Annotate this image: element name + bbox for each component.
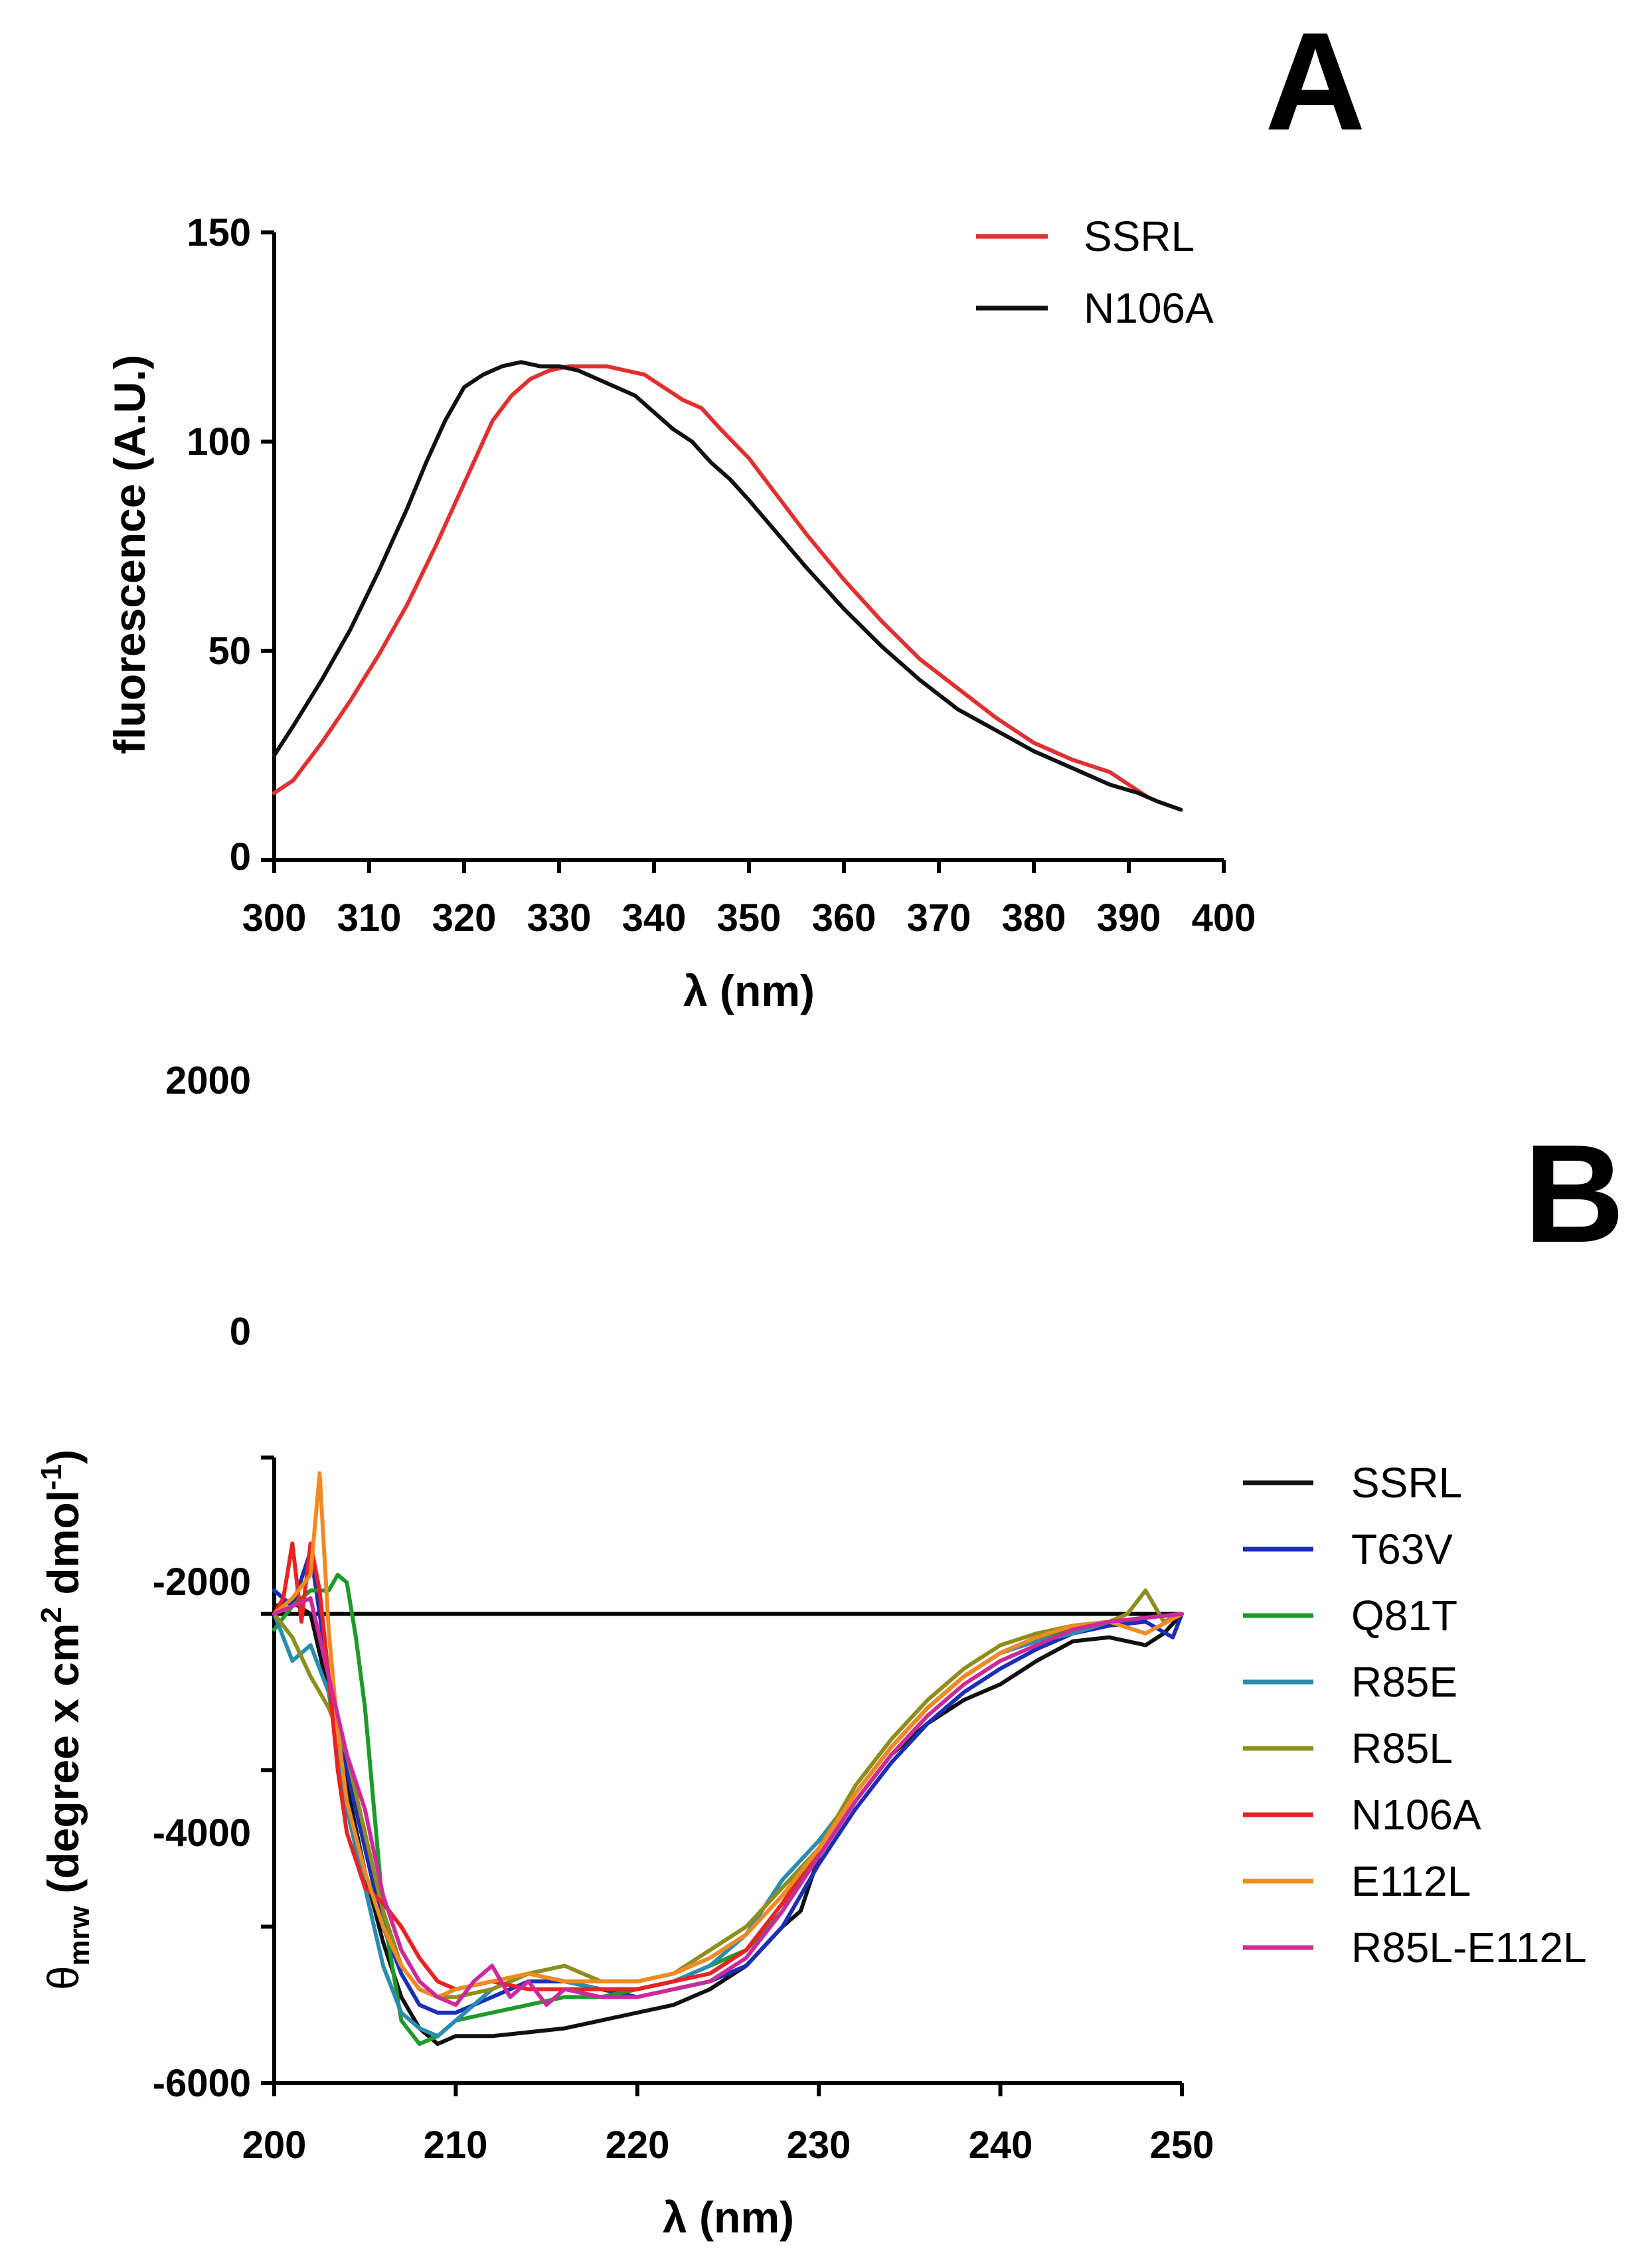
chart-a-x-tick-label: 300: [242, 896, 307, 940]
chart-b-series-n106a: [272, 1541, 1184, 1991]
chart-a-x-tick-label: 320: [432, 896, 497, 940]
chart-b-y-axis-unit-end: ): [39, 1450, 88, 1464]
chart-b-y-axis-label: θmrw (degree x cm2 dmol-1): [35, 1450, 96, 1990]
chart-b-legend-label: N106A: [1351, 1791, 1481, 1839]
chart-b-plot-area: [261, 1456, 1184, 2096]
chart-b-legend-label: SSRL: [1351, 1459, 1462, 1507]
chart-a-x-tick-label: 350: [717, 896, 782, 940]
chart-a-x-axis-label: λ (nm): [683, 966, 815, 1015]
chart-a-x-tick-label: 360: [812, 896, 876, 940]
chart-b-series-r85l: [272, 1588, 1184, 1999]
chart-b-series-r85l-e112l: [272, 1596, 1184, 2007]
chart-a-y-tick-label: 150: [187, 211, 251, 254]
chart-b-legend-label: R85L: [1351, 1724, 1453, 1772]
chart-b-y-axis-unit-2: dmol: [39, 1490, 88, 1607]
chart-a-legend: SSRL N106A: [976, 212, 1214, 332]
chart-a-x-tick-label: 400: [1192, 896, 1256, 940]
chart-b-y-tick-label: 0: [230, 1310, 251, 1353]
chart-a-plot-area: [261, 230, 1226, 873]
chart-b-legend: SSRL T63V Q81T R85E R85L N106A E112L R85…: [1243, 1459, 1587, 1971]
chart-a-y-tick-label: 100: [187, 420, 251, 463]
chart-a-x-tick-label: 330: [527, 896, 592, 940]
chart-b-y-tick-label: -6000: [153, 2062, 251, 2105]
chart-a-series-ssrl: [272, 364, 1150, 799]
chart-a-x-tick-labels: 300 310 320 330 340 350 360 370 380 390 …: [242, 896, 1256, 940]
chart-b-y-axis-subscript: mrw: [63, 1905, 96, 1966]
chart-b-x-tick-label: 220: [606, 2124, 670, 2167]
chart-b-y-tick-label: -2000: [153, 1560, 251, 1604]
chart-b-x-tick-labels: 200 210 220 230 240 250: [242, 2124, 1214, 2167]
chart-b-x-tick-label: 200: [242, 2124, 307, 2167]
chart-a-legend-label-ssrl: SSRL: [1084, 212, 1195, 260]
panel-letter-b: B: [1524, 1116, 1625, 1272]
chart-b-x-axis-label: λ (nm): [663, 2193, 794, 2242]
chart-b-y-tick-label: 2000: [165, 1059, 251, 1102]
chart-a-x-tick-label: 390: [1097, 896, 1161, 940]
chart-b-legend-label: R85E: [1351, 1658, 1457, 1706]
chart-b-series-e112l: [272, 1471, 1184, 1999]
chart-a: 0 50 100 150 300 310 320 330 340 350 360…: [105, 211, 1256, 1015]
chart-b-y-tick-label: -4000: [153, 1811, 251, 1855]
chart-b-x-tick-label: 240: [969, 2124, 1033, 2167]
chart-a-x-tick-label: 310: [337, 896, 402, 940]
chart-b-legend-label: E112L: [1351, 1857, 1471, 1905]
chart-b-legend-label: T63V: [1351, 1525, 1453, 1573]
chart-b-y-axis-superscript-2: -1: [35, 1464, 68, 1490]
chart-a-y-tick-label: 50: [208, 629, 251, 673]
chart-b: -6000 -4000 -2000 0 2000 200 210 220 230…: [35, 1059, 1587, 2242]
chart-a-series-n106a: [272, 360, 1183, 812]
chart-b-y-tick-labels: -6000 -4000 -2000 0 2000: [153, 1059, 251, 2105]
chart-b-x-tick-label: 210: [424, 2124, 488, 2167]
chart-b-y-axis-superscript-1: 2: [35, 1607, 68, 1623]
chart-b-legend-label: Q81T: [1351, 1592, 1457, 1639]
chart-a-x-tick-label: 370: [907, 896, 971, 940]
chart-a-x-tick-label: 340: [622, 896, 687, 940]
chart-b-y-axis-unit-1: (degree x cm: [39, 1623, 88, 1906]
chart-a-y-tick-label: 0: [230, 835, 251, 879]
panel-letter-a: A: [1265, 3, 1366, 159]
chart-a-legend-label-n106a: N106A: [1084, 284, 1214, 332]
chart-a-y-tick-labels: 0 50 100 150: [187, 211, 251, 879]
chart-a-x-tick-label: 380: [1002, 896, 1066, 940]
chart-b-x-tick-label: 230: [787, 2124, 851, 2167]
chart-b-y-axis-theta: θ: [39, 1966, 88, 1990]
chart-a-y-axis-label: fluorescence (A.U.): [105, 355, 154, 754]
chart-b-legend-label: R85L-E112L: [1351, 1924, 1587, 1971]
chart-b-x-tick-label: 250: [1150, 2124, 1214, 2167]
